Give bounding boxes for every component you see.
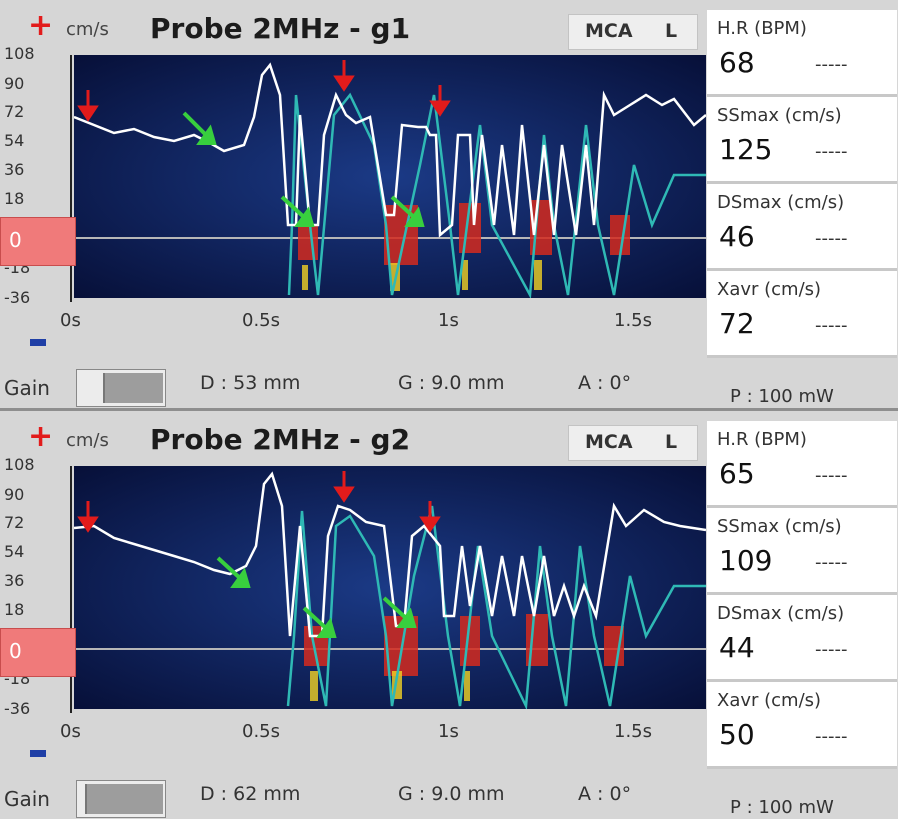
x-tick: 0s <box>60 721 81 742</box>
stat-value: 46 <box>719 220 755 253</box>
scale-increase-icon[interactable]: + <box>28 419 54 454</box>
doppler-spectrum[interactable] <box>74 466 706 709</box>
stat-value: 68 <box>719 46 755 79</box>
stat-label: H.R (BPM) <box>717 18 807 39</box>
baseline-value: 0 <box>9 228 22 252</box>
gain-label: Gain <box>4 376 50 400</box>
y-tick: 54 <box>4 131 25 150</box>
stat-label: DSmax (cm/s) <box>717 192 845 213</box>
vessel-side: L <box>665 431 678 453</box>
doppler-spectrum[interactable] <box>74 55 706 298</box>
gain-slider-knob[interactable] <box>103 373 163 403</box>
vessel-name: MCA <box>585 431 633 453</box>
stat-value: 44 <box>719 631 755 664</box>
y-tick: 54 <box>4 542 25 561</box>
y-tick: 72 <box>4 102 25 121</box>
y-tick: 90 <box>4 74 25 93</box>
y-axis <box>70 466 72 713</box>
depth-readout: D : 62 mm <box>200 783 301 805</box>
y-tick: 72 <box>4 513 25 532</box>
probe-title: Probe 2MHz - g1 <box>150 12 411 45</box>
doppler-panel-g1: + cm/s Probe 2MHz - g1 MCA L 108 90 72 5… <box>0 0 898 408</box>
scale-decrease-icon[interactable] <box>30 750 46 757</box>
stat-extra: ----- <box>815 639 848 660</box>
y-tick: 36 <box>4 160 25 179</box>
angle-readout: A : 0° <box>578 372 632 394</box>
y-tick: 36 <box>4 571 25 590</box>
baseline-value: 0 <box>9 639 22 663</box>
gain-slider-knob[interactable] <box>85 784 163 814</box>
vessel-indicator[interactable]: MCA L <box>568 14 698 50</box>
stat-label: SSmax (cm/s) <box>717 516 842 537</box>
y-tick: 108 <box>4 455 35 474</box>
angle-readout: A : 0° <box>578 783 632 805</box>
stat-label: H.R (BPM) <box>717 429 807 450</box>
y-tick: 18 <box>4 600 25 619</box>
stat-dsmax: DSmax (cm/s) 44 ----- <box>707 595 897 682</box>
stat-value: 125 <box>719 133 773 166</box>
gain-slider[interactable] <box>76 369 166 407</box>
vessel-side: L <box>665 20 678 42</box>
stat-xavr: Xavr (cm/s) 72 ----- <box>707 271 897 358</box>
power-readout: P : 100 mW <box>730 386 834 407</box>
panel-divider <box>0 405 898 411</box>
x-tick: 1s <box>438 721 459 742</box>
gate-readout: G : 9.0 mm <box>398 783 505 805</box>
gain-label: Gain <box>4 787 50 811</box>
stat-heart-rate: H.R (BPM) 65 ----- <box>707 421 897 508</box>
stat-label: Xavr (cm/s) <box>717 690 822 711</box>
y-tick: 90 <box>4 485 25 504</box>
x-tick: 1.5s <box>614 310 653 331</box>
y-axis <box>70 55 72 302</box>
vessel-indicator[interactable]: MCA L <box>568 425 698 461</box>
vessel-name: MCA <box>585 20 633 42</box>
stat-value: 50 <box>719 718 755 751</box>
stat-extra: ----- <box>815 228 848 249</box>
stat-value: 72 <box>719 307 755 340</box>
gain-slider[interactable] <box>76 780 166 818</box>
doppler-panel-g2: + cm/s Probe 2MHz - g2 MCA L 108 90 72 5… <box>0 411 898 819</box>
stat-extra: ----- <box>815 552 848 573</box>
power-readout: P : 100 mW <box>730 797 834 818</box>
stat-label: Xavr (cm/s) <box>717 279 822 300</box>
stat-ssmax: SSmax (cm/s) 125 ----- <box>707 97 897 184</box>
scale-decrease-icon[interactable] <box>30 339 46 346</box>
stat-heart-rate: H.R (BPM) 68 ----- <box>707 10 897 97</box>
y-tick: 18 <box>4 189 25 208</box>
stat-label: SSmax (cm/s) <box>717 105 842 126</box>
probe-title: Probe 2MHz - g2 <box>150 423 411 456</box>
velocity-unit: cm/s <box>66 430 109 451</box>
baseline-offset-box[interactable]: 0 <box>0 628 76 677</box>
y-tick: 108 <box>4 44 35 63</box>
stat-label: DSmax (cm/s) <box>717 603 845 624</box>
stat-dsmax: DSmax (cm/s) 46 ----- <box>707 184 897 271</box>
velocity-unit: cm/s <box>66 19 109 40</box>
stat-extra: ----- <box>815 315 848 336</box>
x-tick: 0.5s <box>242 310 281 331</box>
stat-extra: ----- <box>815 54 848 75</box>
baseline-offset-box[interactable]: 0 <box>0 217 76 266</box>
y-tick: -36 <box>4 288 31 307</box>
x-tick: 1.5s <box>614 721 653 742</box>
gate-readout: G : 9.0 mm <box>398 372 505 394</box>
stat-extra: ----- <box>815 726 848 747</box>
x-tick: 0s <box>60 310 81 331</box>
stat-value: 65 <box>719 457 755 490</box>
stat-extra: ----- <box>815 141 848 162</box>
depth-readout: D : 53 mm <box>200 372 301 394</box>
scale-increase-icon[interactable]: + <box>28 8 54 43</box>
y-tick: -36 <box>4 699 31 718</box>
x-tick: 0.5s <box>242 721 281 742</box>
stat-value: 109 <box>719 544 773 577</box>
x-tick: 1s <box>438 310 459 331</box>
stat-extra: ----- <box>815 465 848 486</box>
stat-ssmax: SSmax (cm/s) 109 ----- <box>707 508 897 595</box>
stat-xavr: Xavr (cm/s) 50 ----- <box>707 682 897 769</box>
